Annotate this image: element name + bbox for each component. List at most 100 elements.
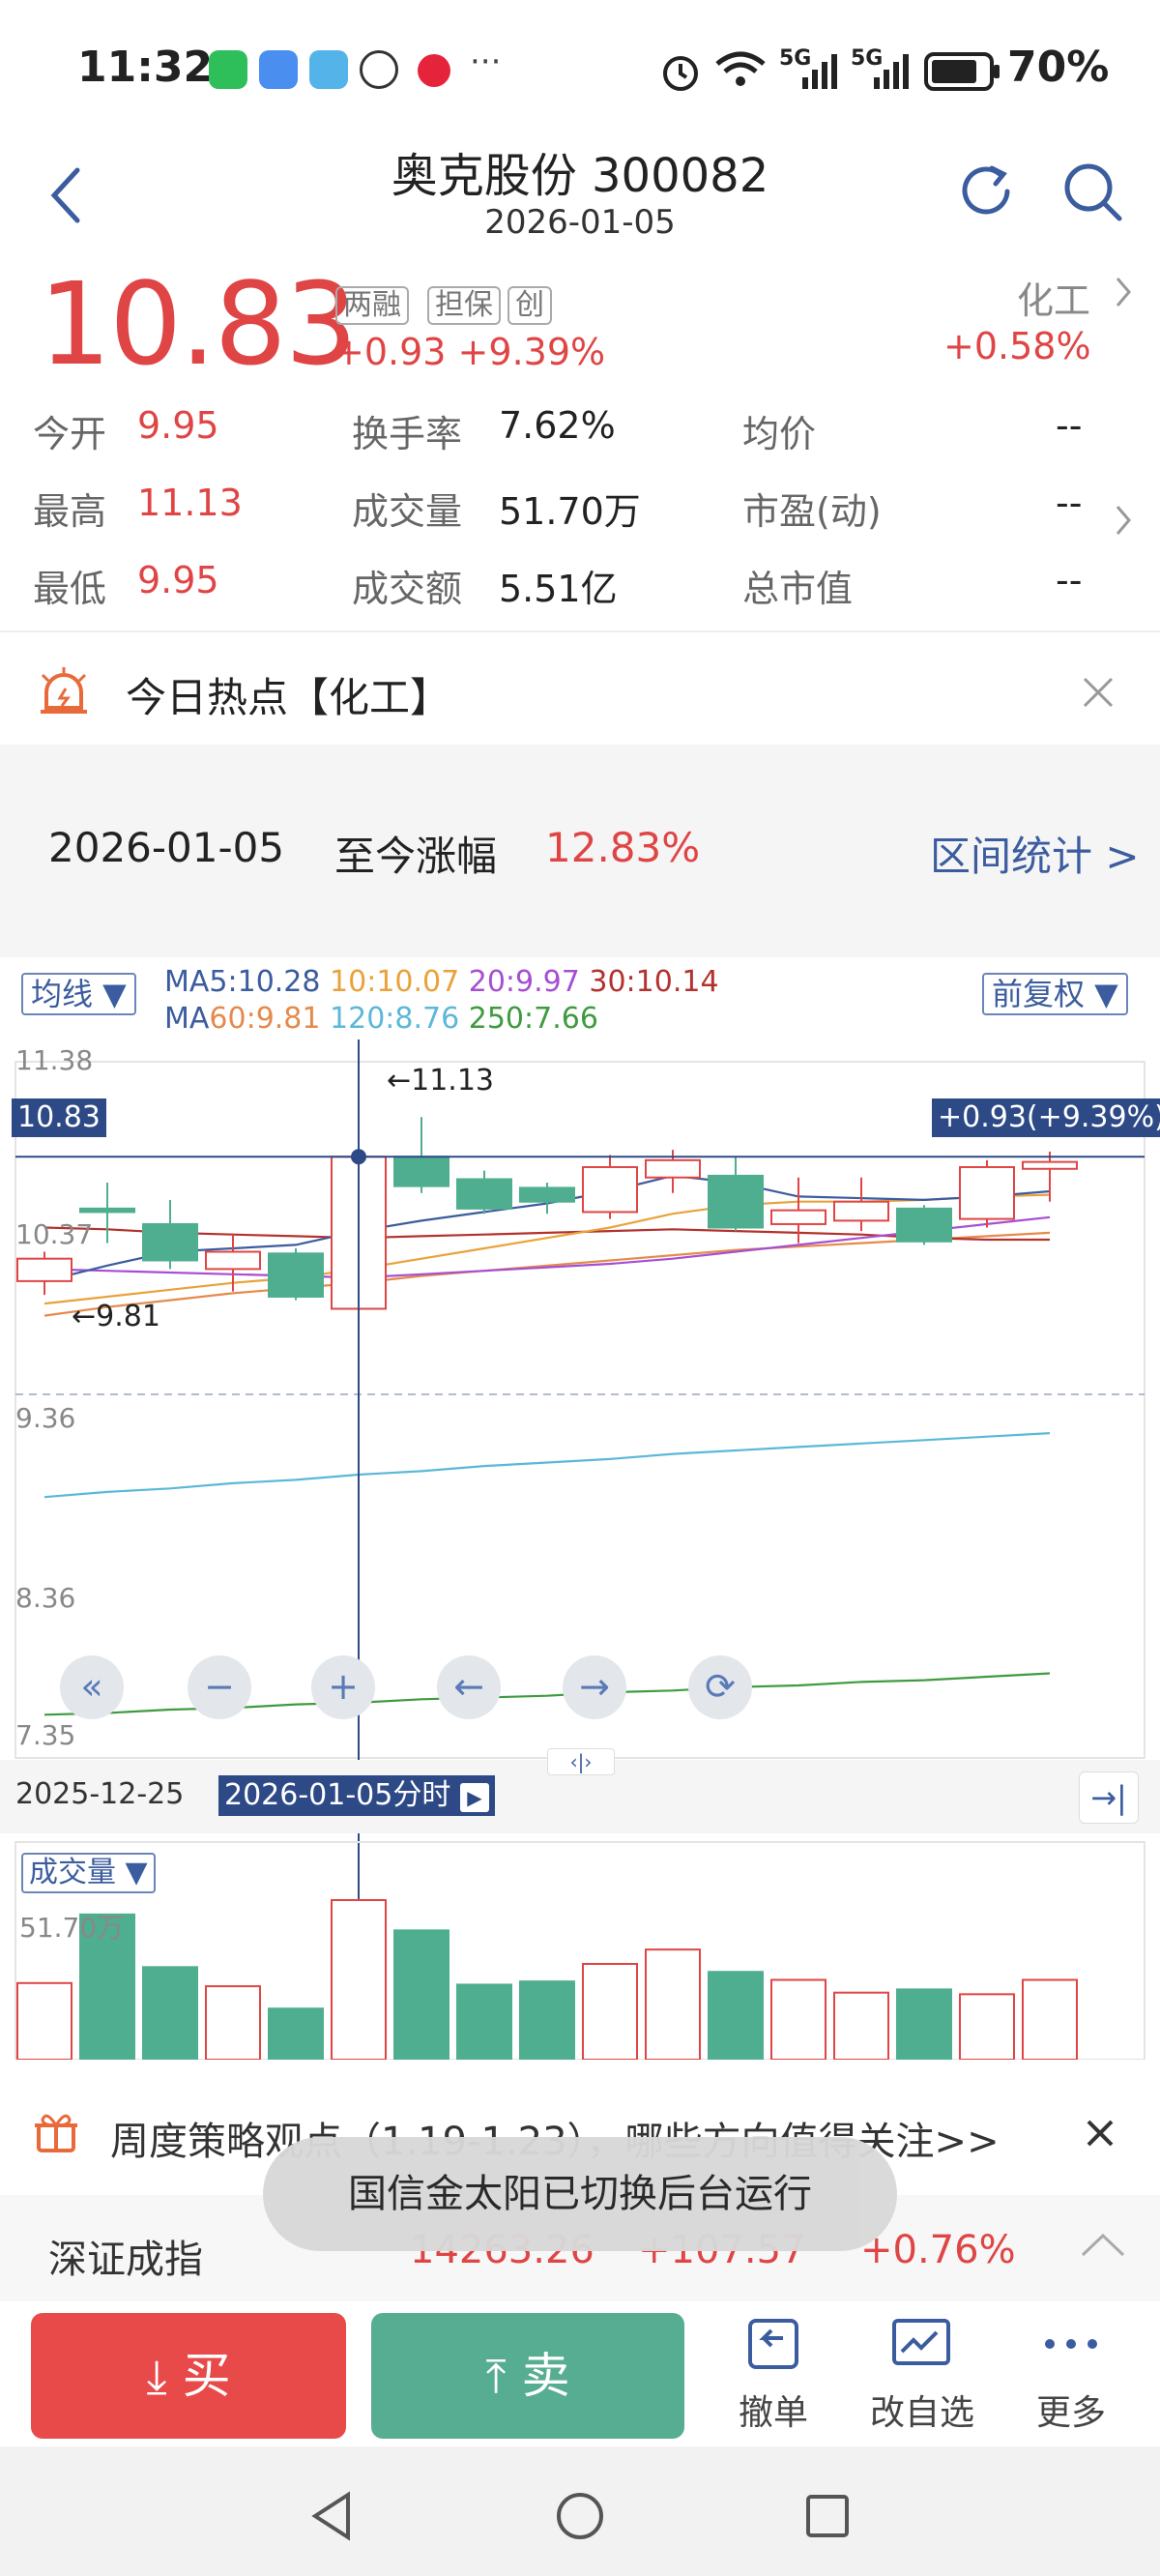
low-marker: ←9.81 xyxy=(72,1300,160,1333)
candle-body xyxy=(645,1158,701,1179)
battery-level: 70% xyxy=(1007,43,1110,92)
cancel-order-button[interactable]: 撤单 xyxy=(706,2313,841,2435)
y-label: 11.38 xyxy=(15,1044,94,1076)
sector-change: +0.58% xyxy=(943,325,1091,367)
rotate-icon[interactable]: ⟳ xyxy=(688,1655,752,1719)
avg-label: 均价 xyxy=(742,413,817,455)
more-label: 更多 xyxy=(1035,2393,1106,2433)
zoom-out-far-icon[interactable]: « xyxy=(60,1655,124,1719)
signal-icon xyxy=(802,54,837,89)
ma30-legend: 30:10.14 xyxy=(589,965,719,999)
ma250-legend: 250:7.66 xyxy=(468,1002,598,1036)
sell-label: 卖 xyxy=(521,2348,570,2404)
sell-button[interactable]: ⤒ 卖 xyxy=(371,2313,684,2439)
mcap-label: 总市值 xyxy=(742,568,854,610)
ma5-legend: MA5:10.28 xyxy=(164,965,321,999)
cancel-order-icon xyxy=(748,2319,798,2369)
volume-bar xyxy=(708,1971,764,2060)
candle-body xyxy=(959,1165,1015,1220)
ma10-legend: 10:10.07 xyxy=(330,965,460,999)
open-label: 今开 xyxy=(33,413,107,455)
zoom-in-icon[interactable]: + xyxy=(311,1655,375,1719)
range-stats-link[interactable]: 区间统计 > xyxy=(930,833,1140,880)
mcap-value: -- xyxy=(1056,559,1083,601)
candle-body xyxy=(1022,1160,1078,1170)
high-marker: ←11.13 xyxy=(387,1064,495,1098)
alarm-icon xyxy=(663,56,698,91)
hot-topic-bar[interactable]: 今日热点【化工】 xyxy=(0,634,1160,745)
high-label: 最高 xyxy=(33,490,107,533)
alarm-bell-icon xyxy=(41,667,87,714)
amount-label: 成交额 xyxy=(352,568,463,610)
volume-label: 成交量 xyxy=(352,490,463,533)
candle-body xyxy=(708,1174,764,1229)
candle-body xyxy=(582,1165,638,1214)
adjust-selector[interactable]: 前复权 ▼ xyxy=(982,973,1128,1015)
pe-label: 市盈(动) xyxy=(742,490,882,533)
close-icon[interactable] xyxy=(1083,2116,1117,2151)
volume-bar xyxy=(205,1985,261,2060)
y-label: 10.37 xyxy=(15,1218,94,1250)
more-button[interactable]: 更多 xyxy=(1003,2313,1139,2435)
cursor-change-label: +0.93(+9.39%) xyxy=(932,1098,1160,1137)
ma60-line xyxy=(44,1231,1051,1317)
edit-watchlist-icon xyxy=(892,2319,950,2365)
music-icon xyxy=(418,54,450,87)
gift-icon xyxy=(35,2114,77,2152)
jump-latest-icon[interactable]: →| xyxy=(1079,1771,1139,1824)
chevron-up-icon[interactable] xyxy=(1079,2230,1127,2259)
kline-chart[interactable]: 均线 ▼ MA5:10.28 10:10.07 20:9.97 30:10.14… xyxy=(0,957,1160,2060)
more-icon xyxy=(1045,2339,1097,2349)
turnover-label: 换手率 xyxy=(352,413,463,455)
candle-body xyxy=(833,1200,889,1222)
candle-body xyxy=(770,1209,826,1225)
quote-date: 2026-01-05 xyxy=(484,203,676,242)
amount-value: 5.51亿 xyxy=(499,568,618,610)
ma-selector[interactable]: 均线 ▼ xyxy=(21,973,136,1015)
scroll-left-icon[interactable]: ← xyxy=(437,1655,501,1719)
range-date: 2026-01-05 xyxy=(48,824,285,871)
signal-label-1: 5G xyxy=(779,46,812,71)
chevron-right-icon[interactable] xyxy=(1112,273,1135,311)
y-label: 7.35 xyxy=(15,1719,76,1751)
edit-watchlist-button[interactable]: 改自选 xyxy=(855,2313,990,2435)
collateral-tag: 担保 xyxy=(427,286,501,325)
ma120-legend: 120:8.76 xyxy=(330,1002,460,1036)
search-icon[interactable] xyxy=(1061,161,1125,224)
volume-bar xyxy=(456,1983,512,2060)
nav-recents-icon[interactable] xyxy=(800,2489,855,2543)
status-time: 11:32 xyxy=(77,43,214,92)
volume-frame xyxy=(14,1841,1146,2060)
divider xyxy=(0,630,1160,632)
ma20-line xyxy=(44,1215,1051,1279)
cursor-date-label[interactable]: 2026-01-05分时 ▶ xyxy=(218,1775,495,1816)
refresh-icon[interactable] xyxy=(957,161,1019,222)
candle-body xyxy=(456,1178,512,1210)
open-value: 9.95 xyxy=(137,404,219,447)
sector-name[interactable]: 化工 xyxy=(1017,279,1091,322)
ma-legend-row-1: MA5:10.28 10:10.07 20:9.97 30:10.14 xyxy=(164,965,719,999)
chevron-right-icon[interactable] xyxy=(1112,501,1135,540)
back-icon[interactable] xyxy=(46,164,85,226)
status-bar: 11:32 ··· 5G 5G 70% xyxy=(0,0,1160,135)
stock-title: 奥克股份 300082 xyxy=(391,149,769,203)
candle-body xyxy=(205,1250,261,1271)
play-icon: ▶ xyxy=(459,1783,489,1812)
volume-bar xyxy=(268,2007,324,2060)
volume-selector[interactable]: 成交量 ▼ xyxy=(21,1853,156,1893)
margin-tag: 两融 xyxy=(335,286,409,325)
stock-header: 奥克股份 300082 2026-01-05 xyxy=(0,135,1160,261)
close-icon[interactable] xyxy=(1079,673,1117,712)
drag-handle-icon[interactable]: ‹|› xyxy=(547,1748,615,1775)
nav-home-icon[interactable] xyxy=(553,2489,607,2543)
more-notifications: ··· xyxy=(470,43,502,81)
hot-topic-text: 今日热点【化工】 xyxy=(126,674,451,721)
cursor-dot xyxy=(351,1149,366,1165)
buy-button[interactable]: ⤓ 买 xyxy=(31,2313,346,2439)
scroll-right-icon[interactable]: → xyxy=(563,1655,626,1719)
signal-icon xyxy=(874,54,909,89)
chinext-tag: 创 xyxy=(508,286,552,325)
zoom-out-icon[interactable]: − xyxy=(188,1655,251,1719)
y-label: 8.36 xyxy=(15,1582,76,1614)
nav-back-icon[interactable] xyxy=(305,2489,360,2543)
